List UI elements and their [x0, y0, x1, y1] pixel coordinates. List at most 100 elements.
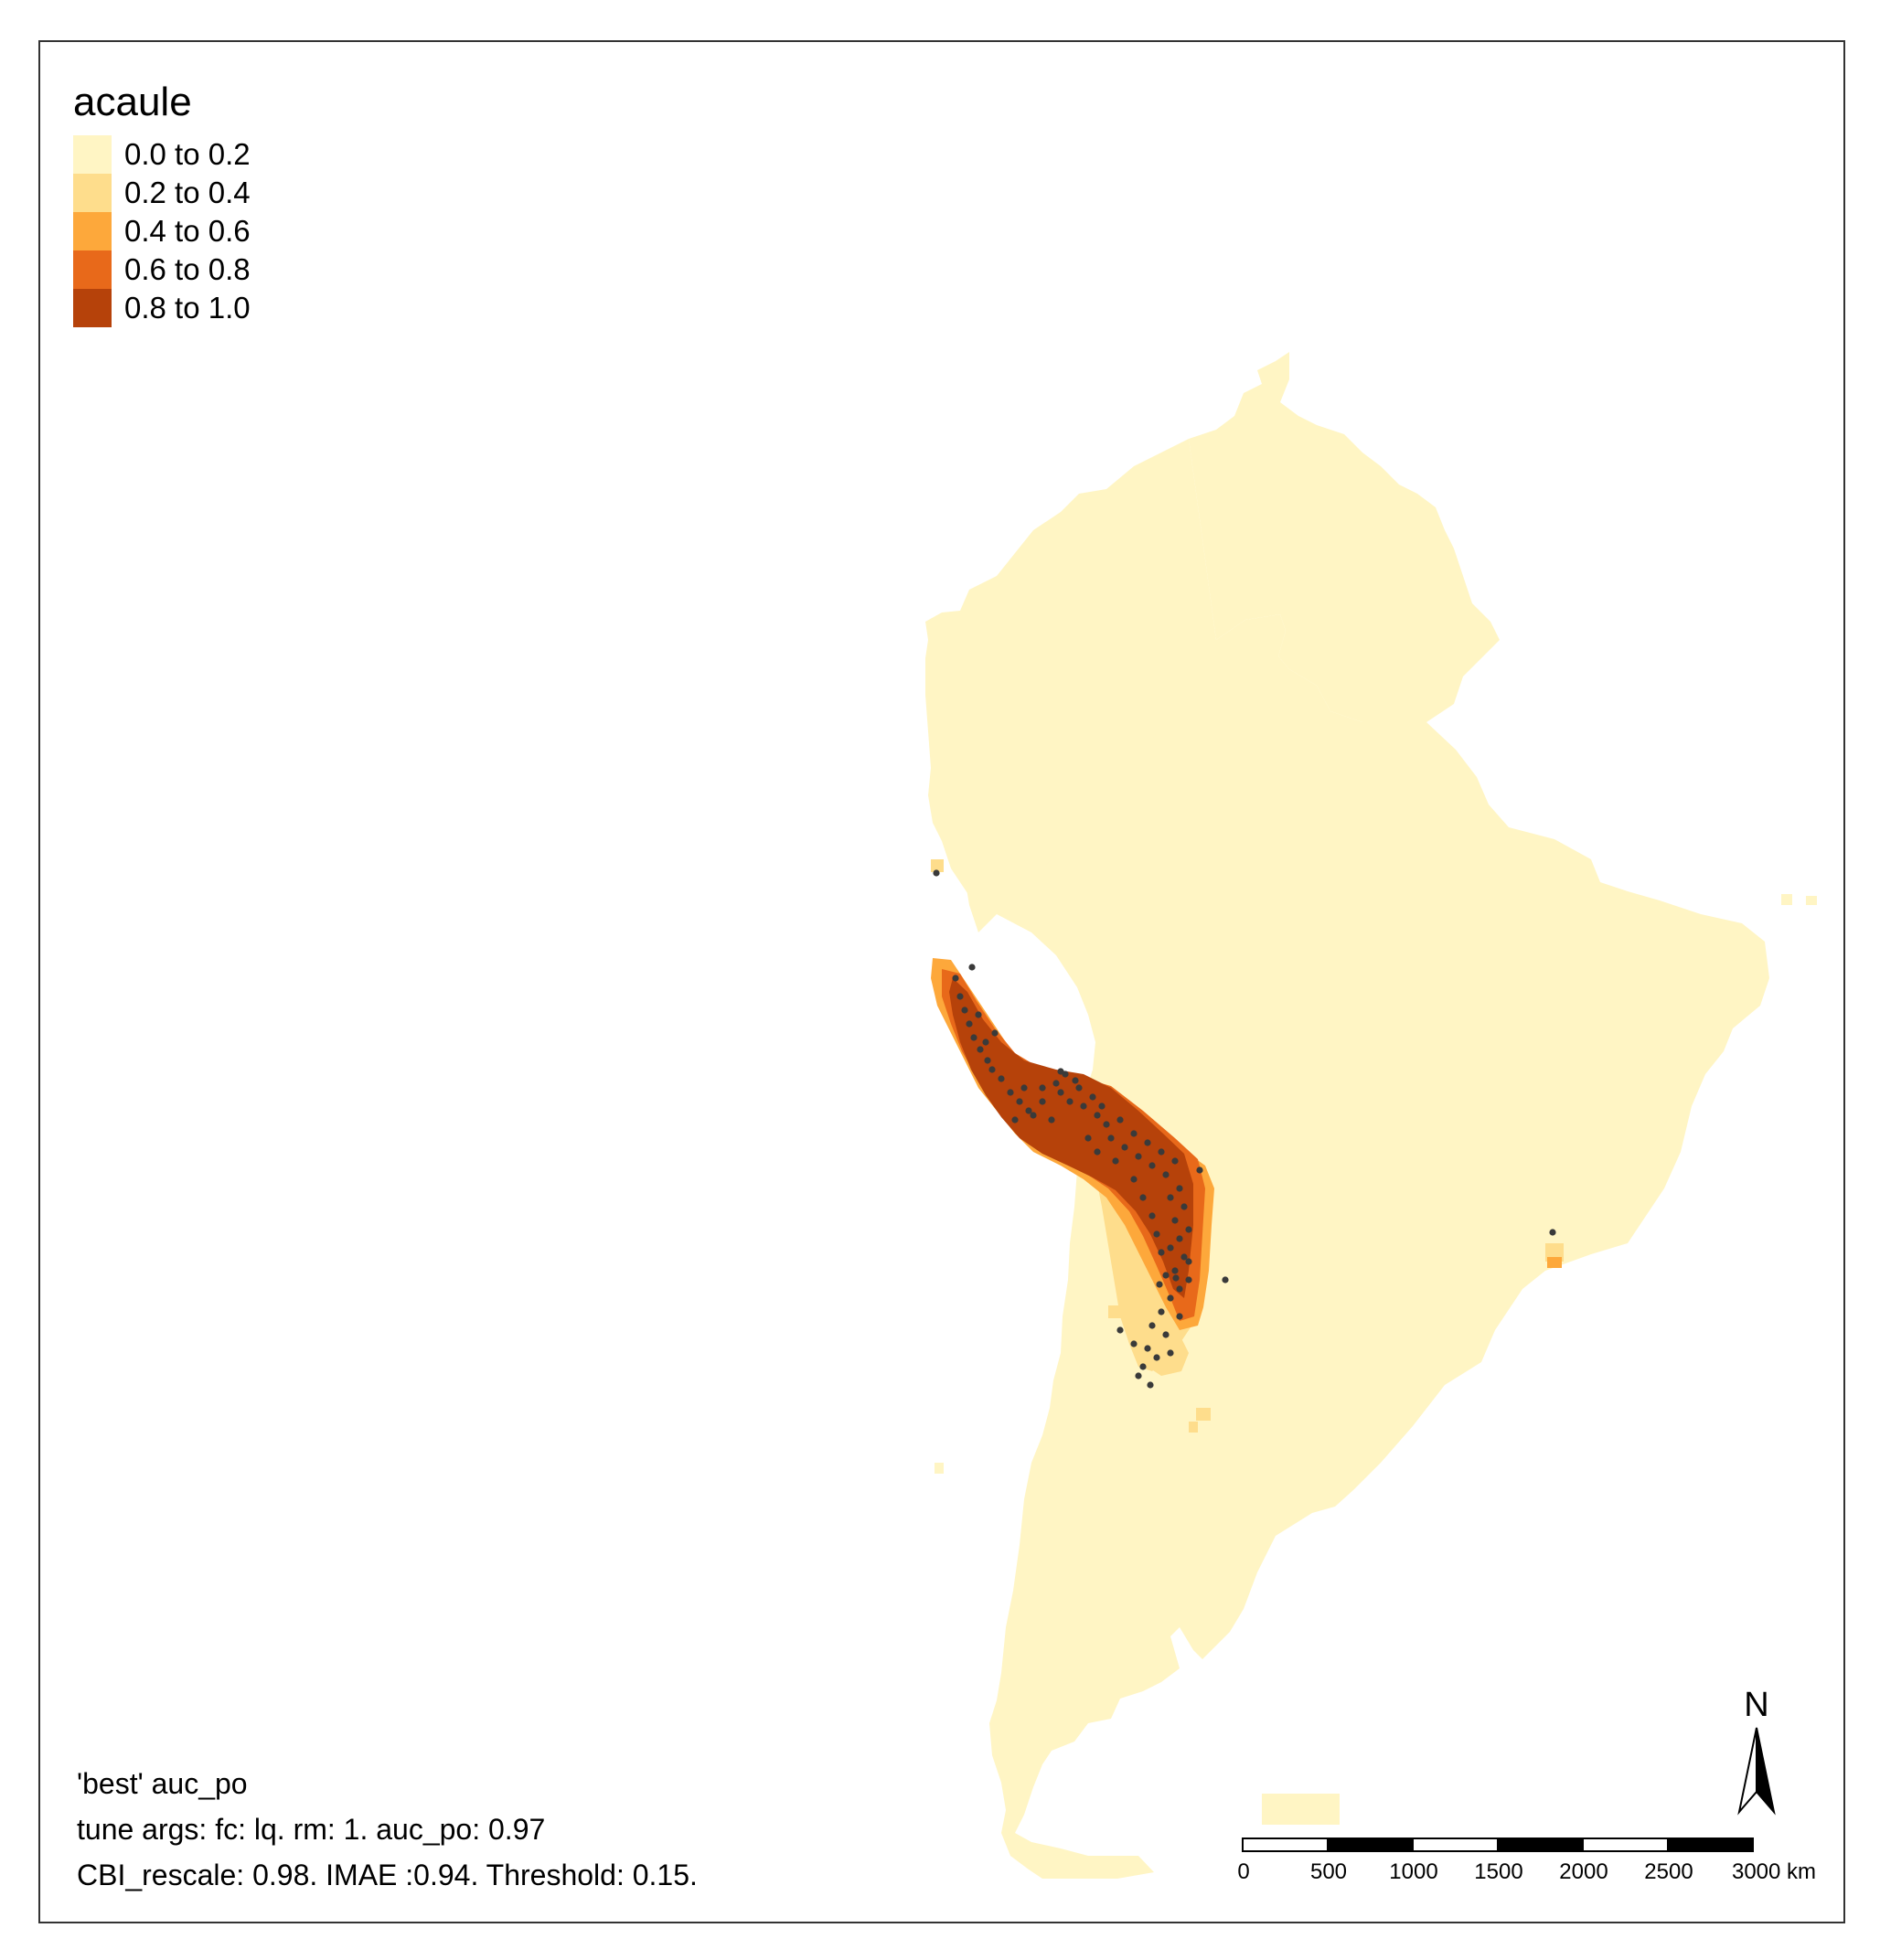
occurrence-point	[1098, 1102, 1106, 1110]
occurrence-point	[1148, 1212, 1156, 1220]
scale-tick-label: 2500	[1644, 1859, 1693, 1884]
occurrence-point	[1116, 1116, 1124, 1124]
occurrence-point	[1167, 1294, 1174, 1302]
caption-line-3: CBI_rescale: 0.98. IMAE :0.94. Threshold…	[77, 1859, 698, 1891]
occurrence-point	[1039, 1084, 1046, 1092]
occurrence-point	[1180, 1203, 1188, 1210]
occurrence-point	[970, 1034, 977, 1041]
scale-tick-label: 1000	[1389, 1859, 1438, 1884]
legend-label: 0.4 to 0.6	[124, 214, 251, 248]
legend-swatch	[73, 135, 112, 174]
occurrence-point	[1158, 1148, 1165, 1156]
occurrence-point	[1167, 1194, 1174, 1201]
occurrence-point	[1549, 1229, 1556, 1236]
occurrence-point	[1176, 1185, 1183, 1192]
occurrence-point	[933, 869, 940, 877]
occurrence-point	[1025, 1107, 1032, 1114]
occurrence-point	[968, 964, 976, 971]
occurrence-point	[1185, 1276, 1192, 1284]
scale-tick-label: 0	[1237, 1859, 1250, 1884]
occurrence-point	[1030, 1112, 1037, 1119]
occurrence-point	[1130, 1176, 1138, 1183]
occurrence-point	[1171, 1157, 1179, 1165]
suitability-0.2-0.4-south	[1141, 1330, 1189, 1376]
legend-swatch	[73, 250, 112, 289]
occurrence-point	[1057, 1089, 1064, 1096]
occurrence-point	[1135, 1153, 1142, 1160]
caption-line-2: tune args: fc: lq. rm: 1. auc_po: 0.97	[77, 1813, 546, 1846]
occurrence-point	[1094, 1148, 1101, 1156]
falkland-islands	[1262, 1794, 1340, 1825]
occurrence-point	[1075, 1084, 1083, 1092]
occurrence-point	[1011, 1116, 1019, 1124]
occurrence-point	[1039, 1098, 1046, 1105]
legend-swatch	[73, 212, 112, 250]
scale-bar-labels: 0 500 1000 1500 2000 2500 3000 km	[1237, 1859, 1827, 1892]
legend-label: 0.0 to 0.2	[124, 137, 251, 171]
occurrence-point	[1156, 1281, 1163, 1288]
occurrence-point	[1148, 1322, 1156, 1329]
occurrence-point	[982, 1039, 989, 1046]
occurrence-point	[1147, 1381, 1154, 1389]
suitability-0.2-0.4-spot-1	[1108, 1305, 1121, 1318]
occurrence-point	[1066, 1098, 1074, 1105]
occurrence-point	[1153, 1354, 1160, 1361]
occurrence-point	[1072, 1077, 1079, 1084]
occurrence-point	[966, 1020, 973, 1028]
scale-tick-label: 2000	[1559, 1859, 1608, 1884]
legend-item: 0.4 to 0.6	[73, 212, 251, 250]
suitability-0.2-0.4-spot-5	[1189, 1422, 1198, 1433]
legend-title: acaule	[73, 80, 192, 124]
island-ne-1	[1781, 894, 1792, 905]
continent-north-fill	[1189, 352, 1500, 722]
legend-swatch	[73, 174, 112, 212]
occurrence-point	[1089, 1093, 1096, 1101]
occurrence-point	[1084, 1134, 1092, 1142]
occurrence-point	[1116, 1326, 1124, 1334]
occurrence-point	[1130, 1130, 1138, 1137]
occurrence-point	[1094, 1112, 1101, 1119]
occurrence-point	[1158, 1308, 1165, 1316]
scale-tick-label: 3000 km	[1731, 1859, 1817, 1884]
island-ne-2	[1806, 896, 1817, 905]
occurrence-point	[1171, 1217, 1179, 1224]
occurrence-point	[1153, 1230, 1160, 1238]
occurrence-point	[1057, 1068, 1064, 1075]
caption-line-1: 'best' auc_po	[77, 1767, 248, 1800]
continent-south-america	[925, 439, 1769, 1879]
occurrence-point	[1196, 1166, 1203, 1174]
occurrence-point	[984, 1057, 991, 1064]
occurrence-point	[952, 975, 959, 982]
occurrence-point	[1139, 1363, 1147, 1370]
scale-tick-label: 500	[1309, 1859, 1348, 1884]
legend-swatch	[73, 289, 112, 327]
occurrence-point	[975, 1011, 982, 1018]
occurrence-point	[1185, 1226, 1192, 1233]
occurrence-point	[1007, 1089, 1014, 1096]
occurrence-point	[1162, 1331, 1170, 1338]
occurrence-point	[1135, 1372, 1142, 1379]
occurrence-point	[1139, 1194, 1147, 1201]
occurrence-point	[1171, 1267, 1179, 1274]
north-label: N	[1744, 1686, 1769, 1724]
legend-item: 0.8 to 1.0	[73, 289, 251, 327]
suitability-0.8-1.0-core	[949, 978, 1193, 1298]
occurrence-point	[1167, 1244, 1174, 1252]
occurrence-point	[1121, 1144, 1128, 1151]
occurrence-point	[1180, 1253, 1188, 1261]
northern-coast	[933, 631, 1216, 932]
island-nw	[935, 1463, 944, 1474]
occurrence-point	[1052, 1080, 1060, 1087]
legend-label: 0.2 to 0.4	[124, 176, 251, 209]
occurrence-point	[1162, 1171, 1170, 1178]
legend-label: 0.6 to 0.8	[124, 252, 251, 286]
occurrence-point	[1020, 1084, 1028, 1092]
occurrence-point	[1107, 1134, 1115, 1142]
occurrence-points	[933, 869, 1556, 1389]
legend-item: 0.6 to 0.8	[73, 250, 251, 289]
suitability-0.2-0.4-spot-2	[1196, 1408, 1211, 1421]
legend-item: 0.2 to 0.4	[73, 174, 251, 212]
occurrence-point	[977, 1046, 984, 1053]
occurrence-point	[961, 1007, 968, 1014]
